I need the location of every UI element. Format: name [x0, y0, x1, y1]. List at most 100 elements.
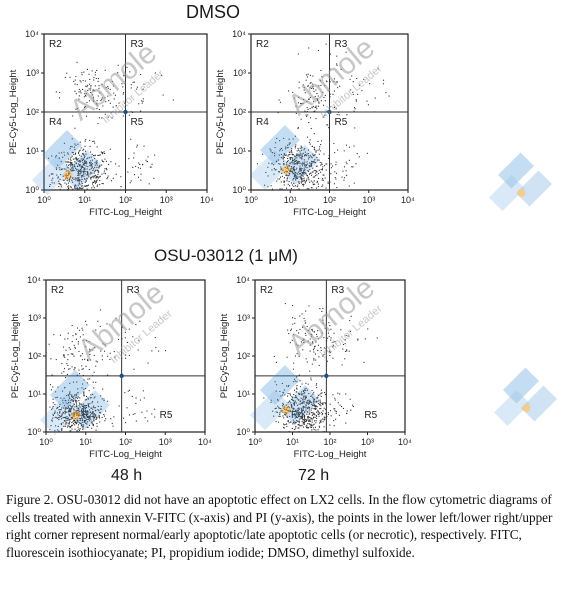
- event-dot: [51, 420, 53, 422]
- event-dot: [308, 419, 310, 421]
- event-dot: [318, 400, 320, 402]
- event-dot: [67, 422, 69, 424]
- event-dot: [288, 333, 290, 335]
- event-dot: [319, 80, 321, 82]
- event-dot: [74, 166, 76, 168]
- event-dot: [77, 165, 79, 167]
- event-dot: [79, 179, 81, 181]
- event-dot: [345, 422, 347, 424]
- event-dot: [78, 409, 80, 411]
- event-dot: [299, 401, 301, 403]
- event-dot: [335, 172, 337, 174]
- event-dot: [70, 146, 72, 148]
- event-dot: [81, 182, 83, 184]
- event-dot: [61, 429, 63, 431]
- event-dot: [78, 402, 80, 404]
- event-dot: [314, 426, 316, 428]
- event-dot: [91, 165, 93, 167]
- event-dot: [283, 171, 285, 173]
- event-dot: [72, 168, 74, 170]
- event-dot: [297, 171, 299, 173]
- y-tick-label: 10⁰: [25, 185, 39, 195]
- event-dot: [295, 176, 297, 178]
- event-dot: [68, 185, 70, 187]
- event-dot: [301, 174, 303, 176]
- event-dot: [93, 90, 95, 92]
- event-dot: [83, 391, 85, 393]
- region-label-r2: R2: [49, 39, 62, 50]
- event-dot: [299, 155, 301, 157]
- event-dot: [302, 414, 304, 416]
- event-dot: [72, 418, 74, 420]
- event-dot: [301, 153, 303, 155]
- event-dot: [154, 337, 156, 339]
- event-dot: [84, 93, 86, 95]
- event-dot: [301, 154, 303, 156]
- event-dot: [78, 98, 80, 100]
- event-dot: [110, 418, 112, 420]
- event-dot: [269, 148, 271, 150]
- event-dot: [68, 423, 70, 425]
- event-dot: [287, 183, 289, 185]
- event-dot: [304, 420, 306, 422]
- event-dot: [84, 168, 86, 170]
- x-tick-label: 10⁰: [248, 437, 262, 447]
- event-dot: [94, 85, 96, 87]
- event-dot: [298, 413, 300, 415]
- event-dot: [282, 407, 284, 409]
- event-dot: [77, 426, 79, 428]
- event-dot: [109, 358, 111, 360]
- event-dot: [314, 172, 316, 174]
- event-dot: [317, 338, 319, 340]
- event-dot: [295, 176, 297, 178]
- event-dot: [89, 424, 91, 426]
- event-dot: [60, 183, 62, 185]
- event-dot: [62, 402, 64, 404]
- event-dot: [124, 337, 126, 339]
- event-dot: [82, 411, 84, 413]
- event-dot: [313, 413, 315, 415]
- event-dot: [298, 81, 300, 83]
- event-dot: [320, 421, 322, 423]
- event-dot: [83, 71, 85, 73]
- event-dot: [311, 107, 313, 109]
- event-dot: [78, 418, 80, 420]
- event-dot: [346, 349, 348, 351]
- event-dot: [292, 407, 294, 409]
- event-dot: [64, 182, 66, 184]
- event-dot: [300, 386, 302, 388]
- event-dot: [101, 152, 103, 154]
- event-dot: [126, 66, 128, 68]
- region-label-r3: R3: [127, 285, 140, 296]
- event-dot: [337, 402, 339, 404]
- x-tick-label: 10⁰: [39, 437, 53, 447]
- event-dot: [94, 155, 96, 157]
- event-dot: [136, 146, 138, 148]
- event-dot: [293, 159, 295, 161]
- event-dot: [326, 163, 328, 165]
- event-dot: [93, 89, 95, 91]
- event-dot: [366, 100, 368, 102]
- event-dot: [60, 418, 62, 420]
- event-dot: [324, 413, 326, 415]
- event-dot: [283, 182, 285, 184]
- event-dot: [62, 175, 64, 177]
- event-dot: [89, 350, 91, 352]
- event-dot: [298, 431, 300, 433]
- event-dot: [283, 153, 285, 155]
- event-dot: [101, 117, 103, 119]
- event-dot: [71, 366, 73, 368]
- event-dot: [86, 188, 88, 190]
- region-label-r5: R5: [364, 410, 377, 421]
- event-dot: [322, 402, 324, 404]
- event-dot: [279, 150, 281, 152]
- event-dot: [92, 94, 94, 96]
- event-dot: [319, 150, 321, 152]
- event-dot: [63, 355, 65, 357]
- event-dot: [94, 74, 96, 76]
- event-dot: [300, 181, 302, 183]
- event-dot: [275, 421, 277, 423]
- event-dot: [344, 339, 346, 341]
- event-dot: [329, 354, 331, 356]
- event-dot: [272, 410, 274, 412]
